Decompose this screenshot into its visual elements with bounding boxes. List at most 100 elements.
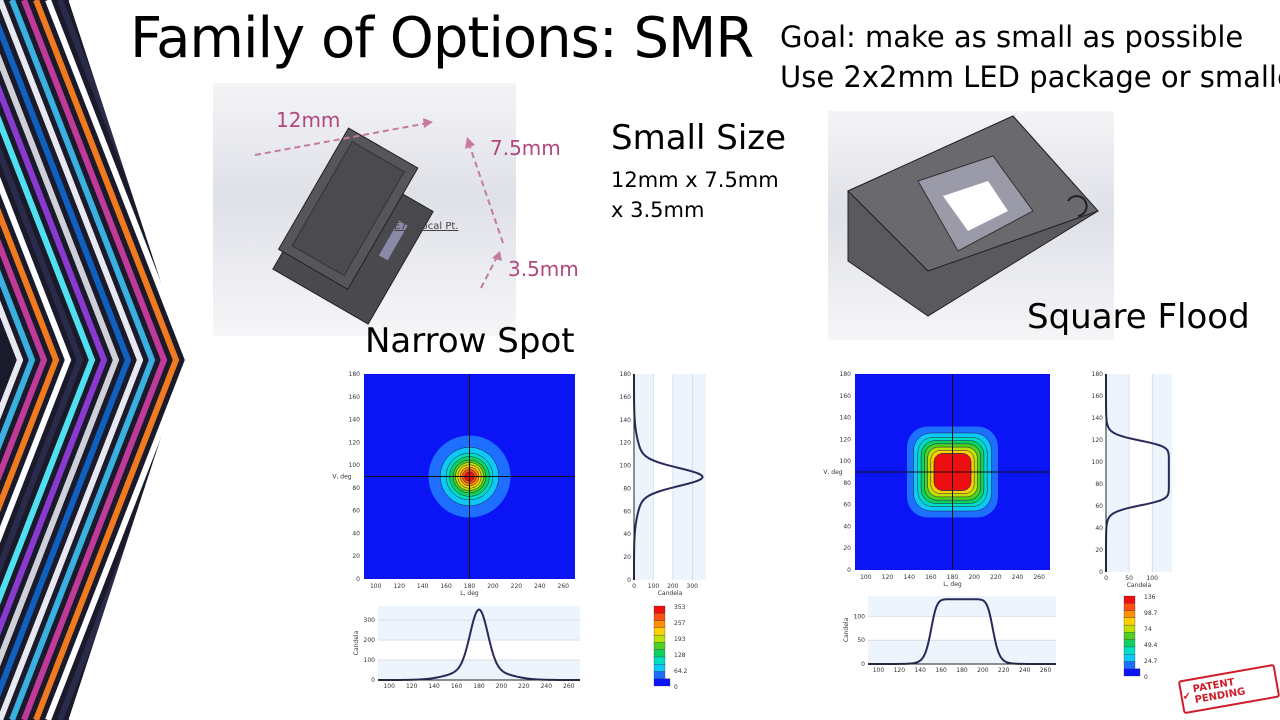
narrow-spot-horizontal-profile: 0 100 200 300 100 120 140 160 180 200 220 240 260 Can… bbox=[353, 606, 581, 690]
x-tick-label: 180 bbox=[473, 683, 485, 690]
colorbar-swatch bbox=[653, 634, 666, 643]
stripe bbox=[0, 0, 24, 720]
colorbar-swatch bbox=[1123, 639, 1136, 648]
y-axis-label: V, deg bbox=[823, 469, 842, 476]
y-tick-label: 80 bbox=[352, 485, 360, 492]
x-tick-label: 200 bbox=[487, 583, 499, 590]
small-size-heading: Small Size bbox=[611, 118, 787, 158]
x-tick-label: 160 bbox=[935, 667, 947, 674]
colorbar-swatch bbox=[1123, 617, 1136, 626]
square-flood-horizontal-profile: 0 50 100 100 120 140 160 180 200 220 240 260 Candela bbox=[843, 596, 1057, 674]
x-tick-label: 140 bbox=[428, 683, 440, 690]
stripe bbox=[9, 0, 156, 720]
x-axis-label: L, deg bbox=[943, 581, 962, 588]
y-tick-label: 180 bbox=[620, 371, 632, 378]
y-tick-label: 160 bbox=[620, 394, 632, 401]
x-tick-label: 120 bbox=[393, 583, 405, 590]
y-tick-label: 180 bbox=[349, 371, 361, 378]
colorbar-swatch bbox=[653, 678, 671, 687]
x-tick-label: 300 bbox=[687, 583, 699, 590]
stripe bbox=[57, 0, 188, 720]
x-tick-label: 100 bbox=[383, 683, 395, 690]
colorbar-swatch bbox=[1123, 646, 1136, 655]
colorbar-label: 0 bbox=[1144, 674, 1148, 681]
colorbar-swatch bbox=[653, 664, 666, 672]
colorbar-label: 64.2 bbox=[674, 668, 688, 675]
y-tick-label: 20 bbox=[623, 554, 631, 561]
stripe bbox=[0, 0, 48, 720]
y-tick-label: 120 bbox=[349, 439, 361, 446]
colorbar-label: 49.4 bbox=[1144, 642, 1158, 649]
colorbar-swatch bbox=[653, 605, 666, 614]
x-tick-label: 140 bbox=[417, 583, 429, 590]
x-tick-label: 100 bbox=[648, 583, 660, 590]
dimension-height-label: 3.5mm bbox=[508, 257, 579, 281]
x-tick-label: 120 bbox=[406, 683, 418, 690]
y-tick-label: 140 bbox=[620, 417, 632, 424]
stripe bbox=[0, 0, 72, 720]
y-tick-label: 160 bbox=[349, 394, 361, 401]
narrow-spot-label: Narrow Spot bbox=[365, 321, 575, 361]
square-flood-vertical-profile: 0 50 100 0 20 40 60 80 100 120 140 160 180 Candela bbox=[1092, 371, 1172, 589]
y-tick-label: 100 bbox=[1092, 459, 1104, 466]
narrow-spot-colorbar: 353 257 193 128 64.2 0 bbox=[653, 604, 688, 691]
small-size-line-1: 12mm x 7.5mm bbox=[611, 168, 779, 192]
y-tick-label: 0 bbox=[371, 677, 375, 684]
colorbar-label: 257 bbox=[674, 620, 686, 627]
dimension-length-label: 12mm bbox=[276, 108, 341, 132]
x-tick-label: 140 bbox=[903, 574, 915, 581]
x-tick-label: 100 bbox=[1146, 575, 1158, 582]
colorbar-swatch bbox=[653, 642, 666, 650]
cad-image-square-flood bbox=[828, 111, 1114, 340]
x-tick-label: 160 bbox=[451, 683, 463, 690]
x-tick-label: 160 bbox=[925, 574, 937, 581]
y-tick-label: 120 bbox=[1092, 437, 1104, 444]
x-tick-label: 120 bbox=[894, 667, 906, 674]
x-tick-label: 220 bbox=[518, 683, 530, 690]
stripe bbox=[0, 0, 96, 720]
cad-model-drawing bbox=[254, 118, 504, 325]
x-tick-label: 0 bbox=[1104, 575, 1108, 582]
x-tick-label: 160 bbox=[440, 583, 452, 590]
colorbar-swatch bbox=[653, 649, 666, 658]
x-axis-label: Candela bbox=[658, 590, 683, 597]
narrow-spot-vertical-profile: 0 100 200 300 0 20 40 60 80 100 120 140 160 180 Candel… bbox=[620, 371, 706, 597]
x-axis-label: Candela bbox=[1127, 582, 1152, 589]
colorbar-swatch bbox=[653, 627, 666, 636]
y-tick-label: 40 bbox=[1095, 525, 1103, 532]
y-axis-label: Candela bbox=[843, 617, 850, 642]
x-tick-label: 0 bbox=[632, 583, 636, 590]
stripe bbox=[33, 0, 180, 720]
colorbar-label: 74 bbox=[1144, 626, 1152, 633]
square-flood-label: Square Flood bbox=[1027, 297, 1250, 337]
goal-text: Goal: make as small as possible Use 2x2m… bbox=[780, 17, 1280, 97]
decorative-stripe-banner bbox=[0, 0, 190, 720]
y-tick-label: 140 bbox=[840, 415, 852, 422]
colorbar-swatch bbox=[653, 620, 666, 628]
y-tick-label: 0 bbox=[1099, 569, 1103, 576]
x-tick-label: 240 bbox=[541, 683, 553, 690]
colorbar-label: 24.7 bbox=[1144, 658, 1158, 665]
small-size-line-2: x 3.5mm bbox=[611, 198, 705, 222]
stripe bbox=[0, 0, 36, 720]
y-tick-label: 0 bbox=[861, 661, 865, 668]
colorbar-swatch bbox=[1123, 668, 1141, 677]
colorbar-swatch bbox=[1123, 632, 1136, 640]
x-tick-label: 220 bbox=[990, 574, 1002, 581]
x-tick-label: 180 bbox=[464, 583, 476, 590]
colorbar-swatch bbox=[1123, 624, 1136, 633]
colorbar-swatch bbox=[1123, 603, 1136, 611]
x-tick-label: 260 bbox=[563, 683, 575, 690]
y-tick-label: 100 bbox=[620, 463, 632, 470]
x-tick-label: 260 bbox=[1033, 574, 1045, 581]
y-tick-label: 0 bbox=[627, 577, 631, 584]
x-tick-label: 260 bbox=[1040, 667, 1052, 674]
grid-band bbox=[868, 616, 1056, 641]
grid-band bbox=[653, 374, 673, 580]
y-tick-label: 140 bbox=[1092, 415, 1104, 422]
grid-band bbox=[1129, 374, 1153, 572]
colorbar-swatch bbox=[1123, 654, 1136, 662]
x-tick-label: 100 bbox=[873, 667, 885, 674]
y-tick-label: 100 bbox=[349, 462, 361, 469]
x-tick-label: 180 bbox=[947, 574, 959, 581]
